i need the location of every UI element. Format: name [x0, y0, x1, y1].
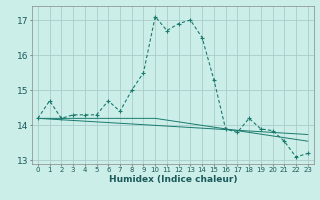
X-axis label: Humidex (Indice chaleur): Humidex (Indice chaleur) [108, 175, 237, 184]
